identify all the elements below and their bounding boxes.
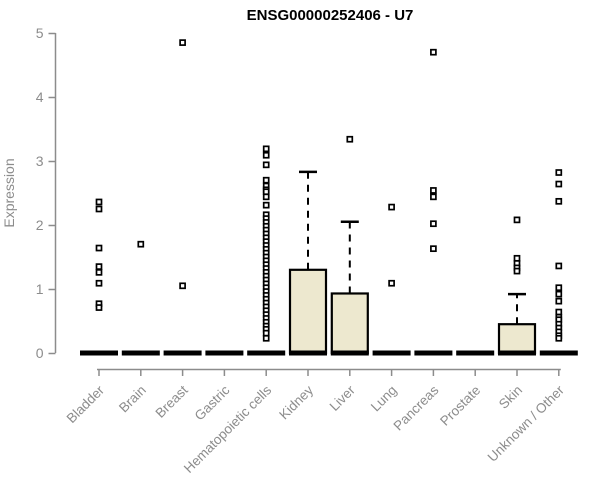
outlier-point-hematopoietic-cells [262, 334, 270, 342]
x-tick-label: Prostate [437, 383, 483, 429]
median-hematopoietic-cells [247, 350, 286, 356]
median-bladder [80, 350, 118, 356]
outlier-point-unknown-other [555, 297, 563, 305]
outlier-point-hematopoietic-cells [262, 193, 270, 201]
outlier-point-bladder [95, 198, 103, 206]
outlier-point-unknown-other [555, 169, 563, 176]
outlier-point-unknown-other [555, 290, 563, 298]
median-unknown-other [539, 350, 578, 356]
outlier-point-liver [346, 135, 354, 143]
outlier-point-bladder [95, 279, 103, 287]
outlier-point-hematopoietic-cells [262, 176, 270, 184]
x-tick-label: Liver [327, 382, 359, 414]
median-gastric [205, 350, 244, 356]
x-tick-label: Kidney [276, 382, 316, 422]
x-tick-label: Gastric [192, 382, 233, 423]
x-tick-label: Lung [368, 383, 400, 415]
box-liver [330, 292, 369, 355]
outlier-point-hematopoietic-cells [262, 188, 270, 196]
outlier-point-hematopoietic-cells [262, 329, 270, 337]
outlier-point-pancreas [430, 48, 437, 56]
median-breast [163, 350, 202, 356]
x-tick-label: Unknown / Other [485, 382, 568, 465]
outlier-point-unknown-other [555, 180, 563, 188]
median-pancreas [414, 350, 453, 356]
y-tick-label: 1 [36, 281, 44, 297]
outlier-point-breast [179, 282, 186, 290]
outlier-point-skin [513, 267, 521, 275]
y-tick-label: 2 [36, 217, 44, 233]
outlier-point-breast [179, 39, 186, 46]
x-tick-label: Brain [116, 383, 149, 416]
outlier-point-unknown-other [555, 308, 563, 316]
outlier-point-pancreas [430, 193, 437, 201]
outlier-point-hematopoietic-cells [262, 161, 270, 169]
outlier-point-hematopoietic-cells [262, 151, 270, 159]
outliers-layer [95, 39, 563, 342]
y-tick-label: 3 [36, 153, 44, 169]
median-prostate [456, 350, 495, 356]
outlier-point-lung [388, 203, 395, 211]
outlier-point-bladder [95, 304, 103, 311]
outlier-point-pancreas [430, 187, 437, 194]
outlier-point-hematopoietic-cells [262, 145, 270, 153]
boxes-layer [80, 170, 578, 356]
x-tick-label: Bladder [64, 382, 108, 426]
outlier-point-pancreas [430, 220, 437, 228]
outlier-point-bladder [95, 244, 103, 252]
box-skin [497, 323, 537, 355]
outlier-point-bladder [95, 263, 103, 270]
outlier-point-bladder [95, 205, 103, 213]
outlier-point-unknown-other [555, 197, 563, 205]
median-lung [372, 350, 411, 356]
outlier-point-skin [513, 254, 521, 262]
median-skin [498, 350, 536, 356]
y-tick-label: 0 [36, 345, 44, 361]
outlier-point-unknown-other [555, 284, 563, 292]
median-kidney [289, 350, 327, 356]
x-tick-label: Pancreas [391, 382, 442, 433]
outlier-point-hematopoietic-cells [262, 201, 270, 209]
y-axis-title: Expression [1, 158, 17, 227]
outlier-point-unknown-other [555, 262, 563, 270]
outlier-point-bladder [95, 269, 103, 276]
outlier-point-skin [513, 216, 521, 224]
outlier-point-brain [137, 240, 145, 248]
outlier-point-unknown-other [555, 334, 563, 342]
chart-title: ENSG00000252406 - U7 [247, 7, 414, 24]
median-brain [121, 350, 160, 356]
x-tick-label: Skin [496, 383, 525, 412]
box-kidney [288, 268, 328, 355]
y-tick-label: 5 [36, 25, 44, 41]
median-liver [330, 350, 369, 356]
outlier-point-pancreas [430, 245, 437, 253]
outlier-point-lung [388, 279, 395, 287]
y-tick-label: 4 [36, 89, 44, 105]
x-tick-label: Breast [153, 382, 191, 420]
